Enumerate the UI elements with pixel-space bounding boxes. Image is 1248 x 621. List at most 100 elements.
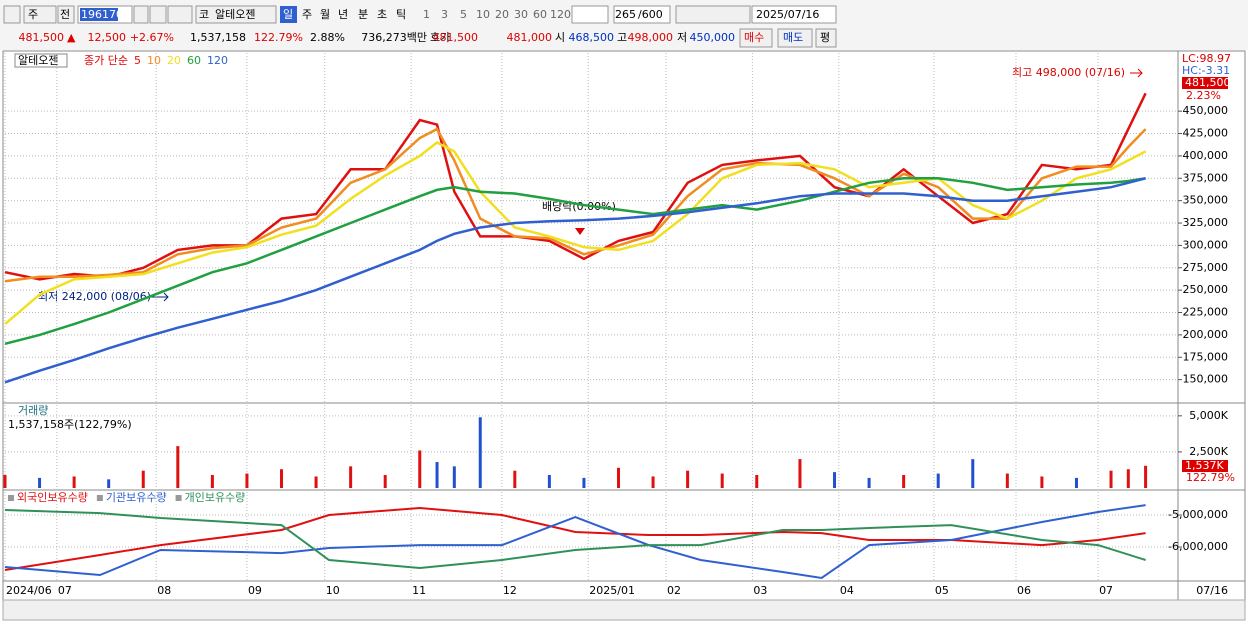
market: 코 xyxy=(199,8,209,21)
volume-bar xyxy=(936,473,940,488)
dropdown[interactable] xyxy=(133,5,149,24)
stock-name: 알테오젠 xyxy=(215,7,255,21)
x-tick-label: 07 xyxy=(58,584,72,597)
volume-rate: 122.79% xyxy=(254,31,303,44)
volume-bar xyxy=(141,470,145,488)
volume: 1,537,158 xyxy=(190,31,246,44)
date-box[interactable] xyxy=(751,5,837,24)
volume-bar xyxy=(3,475,7,488)
count: 265 xyxy=(615,8,636,21)
buy[interactable]: 매수 xyxy=(744,31,764,44)
price-tag xyxy=(1182,77,1228,89)
volume-label: 1,537K xyxy=(1185,459,1224,472)
count-box[interactable] xyxy=(613,5,671,24)
volume-bar xyxy=(547,475,551,488)
buy-button[interactable] xyxy=(739,28,773,48)
low: 450,000 xyxy=(690,31,736,44)
x-tick-label: 08 xyxy=(157,584,171,597)
interval[interactable]: 20 xyxy=(495,8,509,21)
code[interactable]: 196170 xyxy=(81,8,123,21)
x-tick-label: 2025/01 xyxy=(589,584,635,597)
y-tick-label: 5,000K xyxy=(1189,409,1228,422)
panel-title: 알테오젠 xyxy=(18,53,58,67)
y-tick-label: 325,000 xyxy=(1183,216,1229,229)
period-active[interactable] xyxy=(280,6,297,23)
hc-label: HC:-3.31 xyxy=(1182,64,1230,77)
period[interactable]: 주 xyxy=(302,8,312,21)
label: 고 xyxy=(617,31,627,44)
name-box[interactable] xyxy=(195,5,277,24)
period[interactable]: 분 xyxy=(358,8,368,21)
interval[interactable]: 30 xyxy=(514,8,528,21)
interval[interactable]: 10 xyxy=(476,8,490,21)
interval[interactable]: 5 xyxy=(460,8,467,21)
y-tick-label: 450,000 xyxy=(1183,104,1229,117)
period[interactable]: 일 xyxy=(283,7,293,21)
period[interactable]: 년 xyxy=(338,8,348,21)
avg-button[interactable] xyxy=(815,28,837,48)
legend-swatch xyxy=(96,495,103,501)
selection xyxy=(80,8,118,21)
y-tick-label: 425,000 xyxy=(1183,127,1229,140)
sound[interactable] xyxy=(167,5,193,24)
volume-bar xyxy=(651,476,655,488)
volume-bar xyxy=(245,473,249,488)
period[interactable]: 초 xyxy=(377,8,387,21)
change: 12,500 xyxy=(88,31,127,44)
scrollbar[interactable] xyxy=(2,599,1246,621)
panel-subtitle: 1,537,158주(122,79%) xyxy=(8,418,132,431)
period[interactable]: 월 xyxy=(320,8,330,21)
interval[interactable]: 1 xyxy=(423,8,430,21)
search[interactable] xyxy=(149,5,167,24)
x-tick-label: 06 xyxy=(1017,584,1031,597)
y-tick-label: 375,000 xyxy=(1183,171,1229,184)
sell-button[interactable] xyxy=(777,28,813,48)
legend-entry: 5 xyxy=(134,54,141,67)
interval[interactable]: 120 xyxy=(550,8,571,21)
date: 2025/07/16 xyxy=(756,8,819,21)
market-select[interactable] xyxy=(23,5,57,24)
period[interactable]: 틱 xyxy=(396,8,406,21)
interval[interactable]: 3 xyxy=(441,8,448,21)
sell[interactable]: 매도 xyxy=(783,31,803,44)
menu-button[interactable] xyxy=(3,5,21,24)
button[interactable] xyxy=(57,5,75,24)
interval[interactable]: 60 xyxy=(533,8,547,21)
y-tick-label: 2,500K xyxy=(1189,445,1228,458)
input[interactable] xyxy=(571,5,609,24)
volume-bar xyxy=(513,470,517,488)
legend-entry: 기관보유수량 xyxy=(106,491,167,504)
volume-bar xyxy=(1126,469,1130,488)
volume-bar xyxy=(582,477,586,488)
y-tick-label: -6,000,000 xyxy=(1168,540,1228,553)
x-tick-label: 09 xyxy=(248,584,262,597)
series-line xyxy=(4,177,1146,346)
title-box xyxy=(14,53,68,68)
avg[interactable]: 평 xyxy=(820,31,830,44)
volume-bar xyxy=(435,462,439,488)
volume-bar xyxy=(280,469,284,488)
tool-buttons[interactable] xyxy=(675,5,751,24)
x-end-label: 07/16 xyxy=(1196,584,1228,597)
y-tick-label: 350,000 xyxy=(1183,194,1229,207)
volume-bar xyxy=(1074,477,1078,488)
amount: 736,273백만 xyxy=(361,31,427,44)
legend-swatch xyxy=(175,495,182,501)
legend-entry: 10 xyxy=(147,54,161,67)
up-sign: ▲ xyxy=(67,31,76,44)
rate-label: 2.23% xyxy=(1186,89,1221,102)
low-arrow xyxy=(150,292,169,302)
x-tick-label: 02 xyxy=(667,584,681,597)
volume-bar xyxy=(418,450,422,488)
series-line xyxy=(4,127,1147,283)
x-tick-label: 07 xyxy=(1099,584,1113,597)
legend-entry: 개인보유수량 xyxy=(185,491,246,504)
turnover: 2.88% xyxy=(310,31,345,44)
volume-bar xyxy=(1005,473,1009,488)
option[interactable]: 주 xyxy=(28,8,38,21)
y-tick-label: 200,000 xyxy=(1183,328,1229,341)
option[interactable]: 전 xyxy=(60,8,70,21)
y-tick-label: -5,000,000 xyxy=(1168,508,1228,521)
